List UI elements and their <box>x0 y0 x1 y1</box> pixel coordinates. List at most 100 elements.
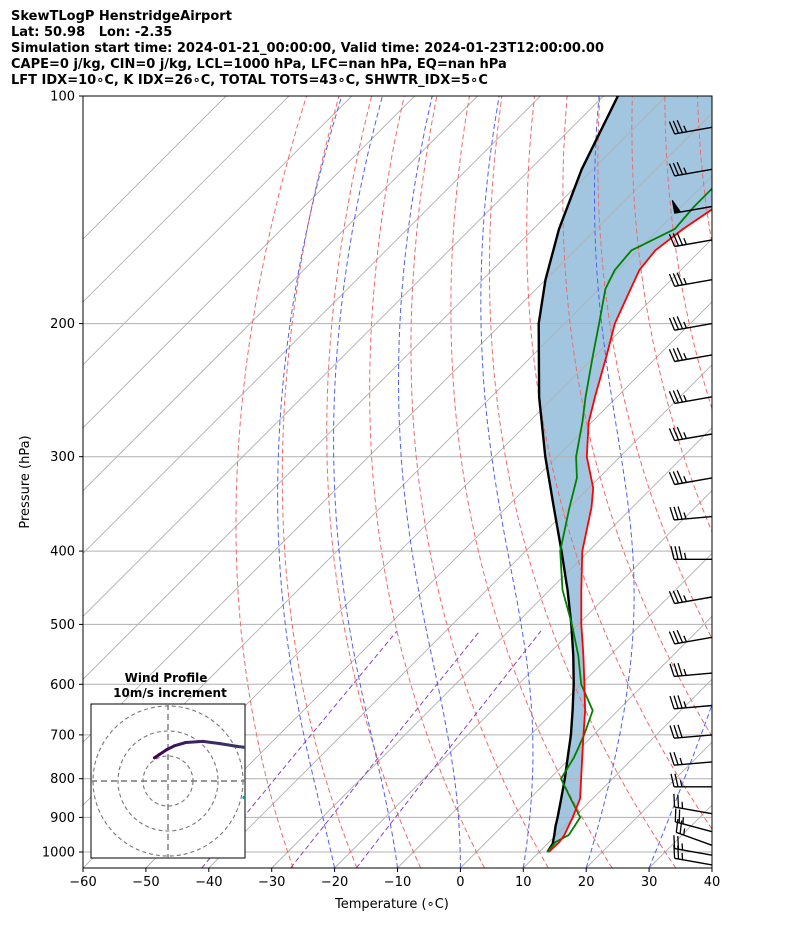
barb-full-feather <box>668 233 676 247</box>
wind-barb <box>668 589 713 605</box>
cin-shaded-area <box>538 96 712 852</box>
barb-half-feather <box>683 352 687 360</box>
barb-staff <box>674 477 713 486</box>
barb-full-feather <box>673 506 679 520</box>
dry-adiabat-line <box>369 96 485 868</box>
barb-staff <box>674 168 713 177</box>
dry-adiabat-line <box>763 96 794 868</box>
barb-full-feather <box>677 662 683 676</box>
wind-barb <box>670 546 712 560</box>
barb-full-feather <box>673 695 679 709</box>
barb-full-feather <box>670 546 675 560</box>
moist-adiabat-line <box>277 96 343 868</box>
x-tick-label: −10 <box>384 875 411 890</box>
barb-full-feather <box>676 470 684 484</box>
axes: Temperature (∘C) Pressure (hPa) −60 −50 −4… <box>18 90 720 913</box>
hodograph-segment <box>266 771 276 774</box>
barb-full-feather <box>673 724 679 739</box>
barb-full-feather <box>677 835 680 850</box>
barb-staff <box>675 821 713 833</box>
hodograph-title: Wind Profile <box>125 671 208 685</box>
wind-barb <box>668 272 713 287</box>
x-tick-label: 30 <box>641 875 658 890</box>
barb-half-feather <box>683 238 687 245</box>
wind-barb <box>668 161 713 177</box>
barb-full-feather <box>668 471 676 485</box>
wind-barb <box>668 347 713 363</box>
x-tick-label: −50 <box>132 875 159 890</box>
barb-full-feather <box>675 819 679 833</box>
barb-half-feather <box>683 552 687 560</box>
wind-barbs <box>668 119 713 866</box>
barb-full-feather <box>669 695 675 709</box>
barb-half-feather <box>683 167 687 175</box>
wind-barb <box>668 232 713 248</box>
dry-adiabat-line <box>730 96 794 868</box>
isotherm-line <box>83 96 227 240</box>
hodograph-segment <box>269 786 274 793</box>
barb-full-feather <box>670 773 675 787</box>
moist-adiabat-line <box>397 96 461 868</box>
x-tick-label: −30 <box>258 875 285 890</box>
barb-full-feather <box>673 793 676 808</box>
barb-full-feather <box>672 471 680 485</box>
barb-full-feather <box>674 773 679 787</box>
wind-barb <box>669 724 713 739</box>
mixing-ratio-line <box>355 630 542 868</box>
barb-full-feather <box>677 695 683 709</box>
dry-adiabat-line <box>281 96 358 868</box>
moist-adiabat-line <box>648 703 712 868</box>
wind-barb <box>668 389 713 405</box>
isotherm-line <box>271 427 712 868</box>
barb-full-feather <box>669 663 675 677</box>
stability-indices: LFT IDX=10∘C, K IDX=26∘C, TOTAL TOTS=43∘… <box>11 73 488 88</box>
hodograph-segment <box>152 753 161 760</box>
x-tick-label: 20 <box>578 875 595 890</box>
hodograph-segment <box>235 744 245 749</box>
barb-half-feather <box>683 668 687 676</box>
barb-full-feather <box>668 121 676 135</box>
barb-half-feather <box>683 125 687 133</box>
barb-full-feather <box>669 725 675 739</box>
isotherm-line <box>711 867 712 868</box>
barb-full-feather <box>674 808 677 822</box>
wind-barb <box>668 316 713 331</box>
barb-half-feather <box>683 321 687 329</box>
barb-full-feather <box>669 507 675 521</box>
barb-full-feather <box>668 348 676 362</box>
barb-staff <box>674 596 713 605</box>
barb-full-feather <box>668 390 676 404</box>
barb-full-feather <box>672 233 680 247</box>
barb-half-feather <box>683 476 687 483</box>
barb-half-feather <box>683 394 687 402</box>
hodograph-ring <box>117 730 219 832</box>
barb-full-feather <box>673 835 676 849</box>
wind-barb <box>669 751 713 766</box>
y-axis-label: Pressure (hPa) <box>18 435 33 528</box>
stability-parameters: CAPE=0 j/kg, CIN=0 j/kg, LCL=1000 hPa, L… <box>11 57 507 72</box>
barb-full-feather <box>672 390 680 403</box>
barb-full-feather <box>672 316 680 330</box>
isotherm-line <box>208 364 712 868</box>
hodograph-plot <box>91 704 276 858</box>
wind-barb <box>668 629 713 645</box>
barb-staff <box>674 396 713 405</box>
hodograph-segment <box>250 748 258 755</box>
x-tick-label: 40 <box>704 875 721 890</box>
wind-barb <box>670 773 712 788</box>
barb-half-feather <box>683 828 686 836</box>
mixing-ratio-line <box>290 630 481 868</box>
wind-barb <box>669 506 713 521</box>
chart-title: SkewTLogP HenstridgeAirport <box>11 9 232 24</box>
chart-header: SkewTLogP HenstridgeAirport Lat: 50.98 L… <box>11 9 604 89</box>
isotherm-line <box>83 112 712 743</box>
barb-staff <box>674 857 713 866</box>
isotherm-line <box>83 96 353 366</box>
wind-barb <box>669 662 713 678</box>
barb-full-feather <box>669 752 675 766</box>
barb-full-feather <box>676 389 684 403</box>
barb-half-feather <box>683 277 687 285</box>
barb-full-feather <box>668 591 676 604</box>
y-tick-label: 700 <box>50 728 75 743</box>
wind-barb <box>668 470 713 486</box>
